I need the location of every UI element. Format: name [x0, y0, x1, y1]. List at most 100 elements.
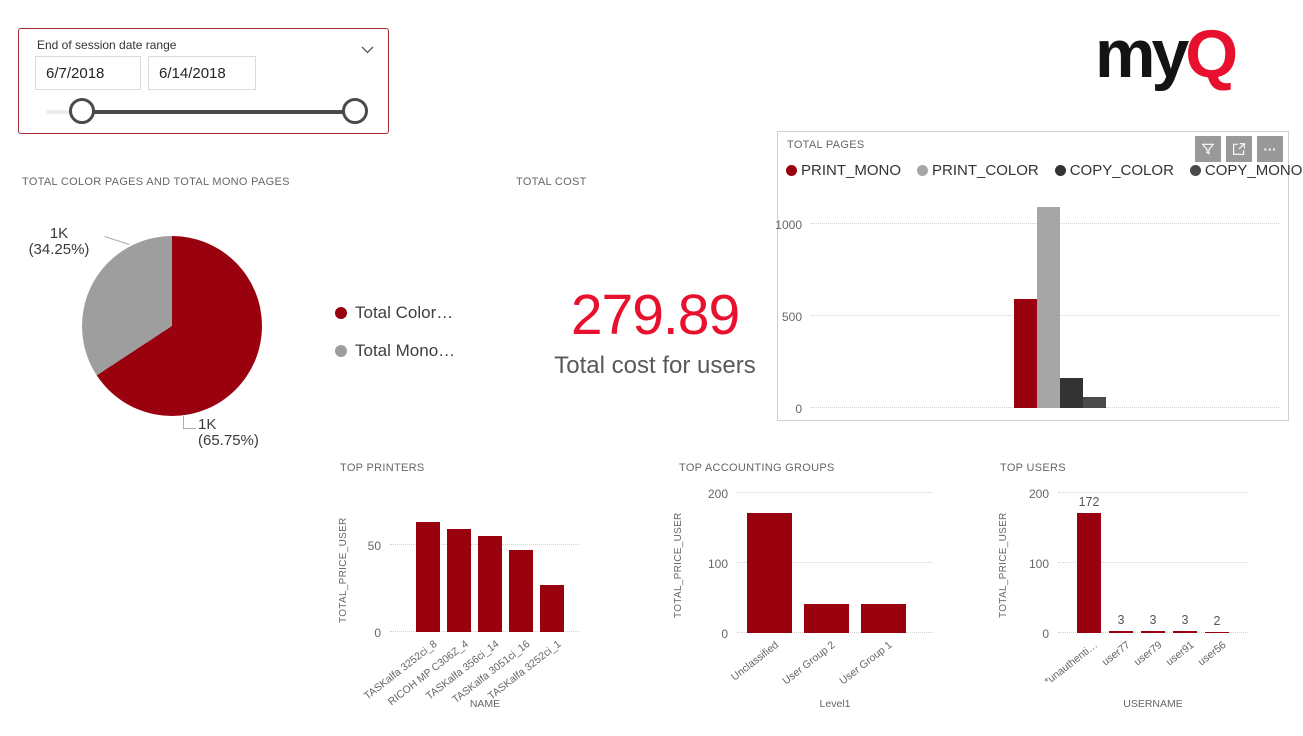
total-pages-plot: 0 500 1000 [775, 187, 1279, 416]
gridline [1058, 562, 1248, 563]
data-label: 3 [1149, 612, 1157, 627]
data-label: 2 [1213, 613, 1221, 628]
gridline [737, 562, 933, 563]
visual-toolbar: ··· [1195, 136, 1283, 162]
slider-track-unselected[interactable] [47, 110, 82, 114]
legend-label-total-color: Total Color… [355, 303, 454, 322]
more-options-icon[interactable]: ··· [1257, 136, 1283, 162]
bar-COPY_COLOR[interactable] [1060, 377, 1083, 408]
legend-label: COPY_MONO [1204, 162, 1303, 179]
top-accounting-groups-title: TOP ACCOUNTING GROUPS [679, 462, 835, 474]
pie-label-color-value: 1K [198, 416, 217, 433]
legend-item-total-color[interactable]: Total Color… [335, 303, 453, 323]
pie-label-mono: 1K (34.25%) [16, 226, 102, 258]
legend-label: COPY_COLOR [1069, 162, 1174, 179]
card-title: TOTAL COST [516, 176, 587, 188]
top-accounting-y-axis-label: TOTAL_PRICE_USER [673, 512, 684, 618]
filter-icon[interactable] [1195, 136, 1221, 162]
legend-dot [1054, 165, 1066, 176]
pie-chart-title: TOTAL COLOR PAGES AND TOTAL MONO PAGES [22, 176, 290, 188]
x-axis-category: user56 [1195, 639, 1229, 669]
bar-TASKalfa 3051ci_16[interactable] [509, 550, 533, 632]
x-axis-category: User Group 1 [837, 639, 895, 688]
y-axis-tick: 500 [781, 309, 802, 324]
x-axis-category: *unauthenti… [1042, 639, 1101, 688]
x-axis-category: User Group 2 [780, 639, 838, 688]
logo-my: my [1095, 16, 1189, 92]
y-axis-tick: 0 [721, 627, 728, 641]
bar-RICOH MP C306Z_4[interactable] [447, 529, 471, 632]
bar-user56[interactable] [1205, 631, 1229, 633]
end-date-input[interactable]: 6/14/2018 [148, 56, 256, 90]
date-range-slicer: End of session date range 6/7/2018 6/14/… [18, 28, 389, 134]
focus-mode-icon[interactable] [1226, 136, 1252, 162]
x-axis-category: user91 [1163, 639, 1197, 669]
card-value: 279.89 [570, 283, 740, 347]
bar-COPY_MONO[interactable] [1083, 396, 1106, 408]
total-pages-title: TOTAL PAGES [787, 139, 865, 151]
legend-dot [917, 165, 929, 176]
x-axis-category: user79 [1131, 639, 1165, 669]
top-accounting-plot: 0 100 200 Unclassified User Group 2 User Grou… [708, 487, 933, 687]
legend-item-copy_color[interactable]: COPY_COLOR [1054, 162, 1174, 179]
gridline [737, 492, 933, 493]
top-users-title: TOP USERS [1000, 462, 1066, 474]
card-sublabel: Total cost for users [554, 352, 756, 379]
top-printers-y-axis-label: TOTAL_PRICE_USER [338, 517, 349, 623]
bar-PRINT_COLOR[interactable] [1037, 207, 1060, 408]
bar-user77[interactable] [1109, 630, 1133, 633]
bar-TASKalfa 356ci_14[interactable] [478, 536, 502, 632]
bar-*unauthenti…[interactable] [1077, 512, 1101, 633]
data-label: 3 [1181, 612, 1189, 627]
legend-item-total-mono[interactable]: Total Mono… [335, 341, 455, 361]
pie-label-mono-pct: (34.25%) [28, 241, 90, 258]
legend-dot [1189, 165, 1201, 176]
top-printers-title: TOP PRINTERS [340, 462, 425, 474]
bar-TASKalfa 3252ci_8[interactable] [416, 522, 440, 632]
chevron-down-icon[interactable] [361, 41, 374, 59]
slider-handle-end[interactable] [342, 98, 368, 124]
legend-item-copy_mono[interactable]: COPY_MONO [1189, 162, 1303, 179]
pie-label-mono-value: 1K [49, 225, 69, 242]
data-label: 172 [1078, 494, 1100, 509]
slider-track-selected[interactable] [82, 110, 355, 114]
bar-User Group 1[interactable] [861, 604, 906, 633]
data-label: 3 [1117, 612, 1125, 627]
legend-dot-total-mono [335, 345, 347, 357]
pie-chart[interactable] [82, 236, 262, 416]
gridline [1058, 492, 1248, 493]
top-users-x-axis-label: USERNAME [1123, 698, 1183, 710]
total-pages-panel: TOTAL PAGES ··· PRINT_MONO PRINT_COLOR COP… [775, 131, 1302, 421]
y-axis-tick: 100 [1028, 557, 1049, 571]
legend-dot [786, 165, 797, 176]
y-axis-tick: 200 [1028, 487, 1049, 501]
legend-label-total-mono: Total Mono… [355, 341, 456, 360]
y-axis-tick: 0 [374, 626, 381, 640]
top-printers-x-axis-label: NAME [469, 698, 501, 710]
bar-user91[interactable] [1173, 630, 1197, 633]
bar-user79[interactable] [1141, 630, 1165, 633]
y-axis-tick: 1000 [775, 217, 802, 232]
slicer-title: End of session date range [37, 38, 177, 52]
start-date-input[interactable]: 6/7/2018 [35, 56, 141, 90]
y-axis-tick: 50 [367, 538, 381, 553]
legend-item-print_color[interactable]: PRINT_COLOR [917, 162, 1039, 179]
bar-User Group 2[interactable] [804, 604, 849, 633]
total-pages-legend: PRINT_MONO PRINT_COLOR COPY_COLOR COPY_MONO [786, 162, 1302, 179]
top-users-plot: 0 100 200 172 *unauthenti… 3 user77 3 user79 3 use… [1029, 487, 1248, 688]
legend-dot-total-color [335, 307, 347, 319]
legend-label: PRINT_MONO [801, 162, 902, 179]
slider-handle-start[interactable] [69, 98, 95, 124]
bar-Unclassified[interactable] [747, 513, 792, 633]
bar-TASKalfa 3252ci_1[interactable] [540, 584, 564, 632]
myq-logo: myQ [1095, 16, 1238, 92]
pie-label-color-pct: (65.75%) [198, 432, 259, 449]
y-axis-tick: 0 [795, 402, 802, 416]
x-axis-category: Unclassified [728, 639, 781, 684]
legend-label: PRINT_COLOR [932, 162, 1039, 179]
logo-q: Q [1185, 16, 1238, 92]
legend-item-print_mono[interactable]: PRINT_MONO [786, 162, 901, 179]
top-users-y-axis-label: TOTAL_PRICE_USER [998, 512, 1009, 618]
pie-callout-line-top [104, 236, 130, 245]
bar-PRINT_MONO[interactable] [1014, 299, 1037, 408]
